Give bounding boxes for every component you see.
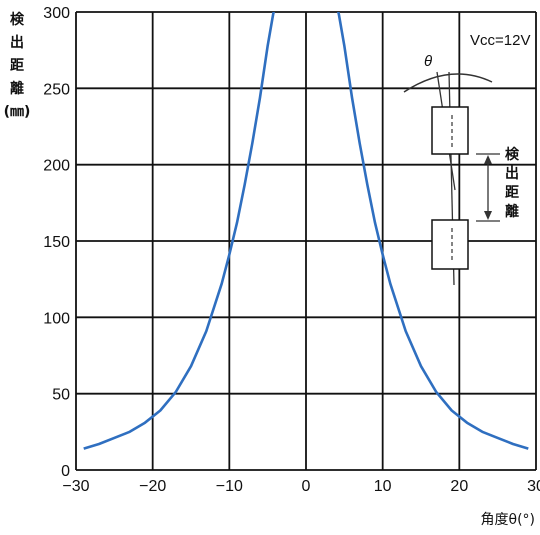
y-axis-label-char: 離 <box>10 80 24 97</box>
sensor-head-upper <box>431 106 469 155</box>
y-tick-label: 100 <box>43 310 70 327</box>
x-tick-label: 20 <box>450 478 468 495</box>
y-tick-label: 150 <box>43 234 70 251</box>
x-tick-labels: −30 −20 −10 0 10 20 30 <box>62 478 540 495</box>
angle-arc <box>403 73 493 93</box>
x-tick-label: 10 <box>374 478 392 495</box>
x-tick-label: −20 <box>139 478 166 495</box>
theta-annotation: θ <box>424 53 432 70</box>
curves <box>83 12 529 450</box>
y-tick-label: 200 <box>43 158 70 175</box>
x-tick-label: 0 <box>302 478 311 495</box>
sensor-head-lower <box>431 219 469 270</box>
x-tick-label: −30 <box>62 478 89 495</box>
distance-label-char: 距 <box>505 185 519 201</box>
y-tick-label: 50 <box>52 387 70 404</box>
vcc-annotation: Vcc=12V <box>470 32 530 49</box>
x-tick-label: −10 <box>216 478 243 495</box>
y-axis-label-char: 出 <box>10 34 24 51</box>
series-line-2 <box>337 12 529 450</box>
y-axis-label-char: 検 <box>10 11 25 28</box>
x-tick-label: 30 <box>527 478 540 495</box>
y-tick-labels: 0 50 100 150 200 250 300 <box>43 5 70 480</box>
y-tick-label: 300 <box>43 5 70 22</box>
y-tick-label: 250 <box>43 81 70 98</box>
distance-label-char: 離 <box>505 203 519 220</box>
x-axis-label: 角度θ(°) <box>481 512 536 528</box>
y-axis-label-char: (㎜) <box>4 104 31 120</box>
distance-arrow-down <box>484 211 492 220</box>
series-line-1 <box>83 12 275 450</box>
y-tick-label: 0 <box>61 463 70 480</box>
distance-label-char: 検 <box>505 146 520 163</box>
distance-arrow-up <box>484 155 492 164</box>
distance-label-char: 出 <box>505 165 519 182</box>
y-axis-label-char: 距 <box>10 58 24 74</box>
